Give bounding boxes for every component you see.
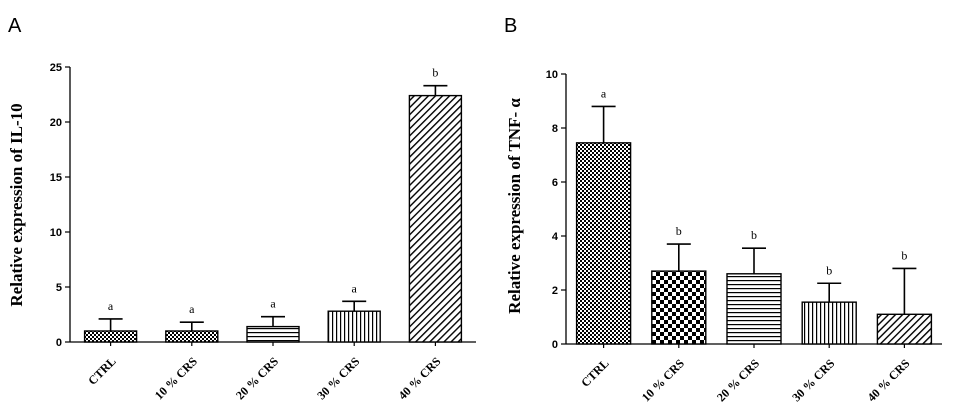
- panel-b-significance-label: a: [601, 86, 607, 100]
- chart-panel-b: B Relative expression of TNF- α 0 2 4 6 8 10 a…: [504, 15, 942, 404]
- panel-b-significance-label: b: [901, 248, 907, 262]
- panel-b-category-label: 20 % CRS: [714, 356, 762, 404]
- panel-b-y-tick-label: 0: [552, 339, 558, 351]
- panel-b-y-tick-label: 10: [546, 69, 558, 81]
- panel-a-category-label: 40 % CRS: [395, 354, 443, 402]
- panel-a-category-label: 20 % CRS: [233, 354, 281, 402]
- panel-a-significance-label: a: [108, 299, 114, 313]
- panel-a-y-tick-label: 0: [56, 337, 62, 349]
- panel-a-category-label: 30 % CRS: [314, 354, 362, 402]
- panel-b-significance-label: b: [826, 263, 832, 277]
- panel-b-category-label: CTRL: [578, 356, 611, 389]
- panel-a-y-tick-label: 15: [50, 172, 62, 184]
- panel-a-y-tick-label: 25: [50, 62, 62, 74]
- panel-a-significance-label: b: [432, 66, 438, 80]
- panel-b-category-label: 40 % CRS: [864, 356, 912, 404]
- panel-a-category-label: CTRL: [85, 354, 118, 387]
- panel-b-plot-area: 0 2 4 6 8 10 a CTRL b 10 % CRS b 20 % CRS b 30 % CRS b…: [546, 69, 942, 404]
- panel-a-significance-label: a: [189, 302, 195, 316]
- panel-a-significance-label: a: [352, 281, 358, 295]
- panel-a-bar: [83, 330, 138, 343]
- panel-a-bar: [327, 310, 381, 343]
- panel-b-category-label: 30 % CRS: [789, 356, 837, 404]
- panel-a-bar: [408, 94, 463, 343]
- panel-b-bar: [575, 142, 632, 345]
- panel-b-bar: [876, 313, 933, 345]
- panel-b-label: B: [504, 15, 517, 37]
- panel-b-bar: [726, 273, 782, 345]
- panel-a-bar: [246, 325, 300, 343]
- panel-a-bar: [165, 330, 219, 343]
- panel-a-category-label: 10 % CRS: [152, 354, 200, 402]
- panel-a-y-tick-label: 10: [50, 227, 62, 239]
- panel-b-significance-label: b: [751, 228, 757, 242]
- panel-a-y-tick-label: 5: [56, 282, 62, 294]
- panel-b-y-tick-label: 4: [552, 231, 559, 243]
- panel-b-category-label: 10 % CRS: [639, 356, 687, 404]
- chart-panel-a: A Relative expression of IL-10 0 5 10 15 20 2…: [7, 15, 476, 402]
- panel-a-label: A: [8, 15, 22, 37]
- panel-a-y-tick-label: 20: [50, 117, 62, 129]
- panel-a-plot-area: 0 5 10 15 20 25 a CTRL a 10 % CRS a 20 % CRS a 30 % C…: [50, 62, 476, 402]
- panel-b-y-tick-label: 2: [552, 285, 558, 297]
- panel-b-y-axis-label: Relative expression of TNF- α: [505, 98, 524, 314]
- panel-b-y-tick-label: 6: [552, 177, 558, 189]
- panel-b-bar: [651, 270, 707, 345]
- panel-b-bar: [801, 301, 857, 345]
- panel-b-significance-label: b: [676, 224, 682, 238]
- panel-a-y-axis-label: Relative expression of IL-10: [7, 103, 26, 306]
- panel-b-y-tick-label: 8: [552, 123, 558, 135]
- panel-a-significance-label: a: [270, 297, 276, 311]
